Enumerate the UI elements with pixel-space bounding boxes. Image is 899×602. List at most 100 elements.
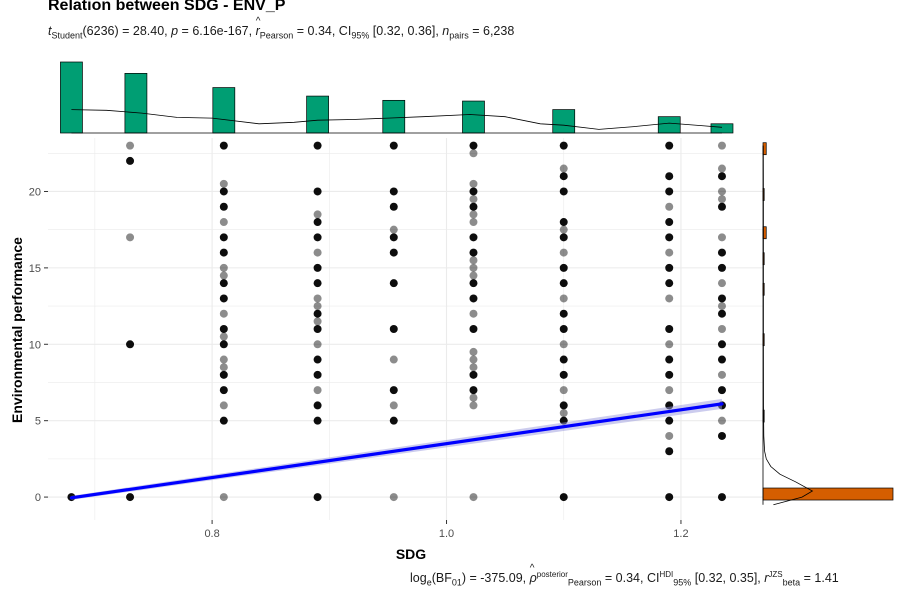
scatter-point bbox=[559, 187, 568, 196]
scatter-point bbox=[219, 416, 228, 425]
scatter-point bbox=[717, 386, 726, 395]
scatter-point bbox=[665, 263, 674, 272]
scatter-point bbox=[389, 202, 398, 211]
scatter-point bbox=[469, 233, 478, 242]
n-rest: = 6,238 bbox=[468, 24, 515, 38]
scatter-point bbox=[219, 309, 228, 318]
scatter-point bbox=[469, 210, 478, 219]
scatter-point bbox=[219, 370, 228, 379]
scatter-point bbox=[559, 355, 568, 364]
scatter-point bbox=[219, 363, 228, 372]
scatter-point bbox=[469, 218, 478, 227]
scatter-point bbox=[219, 401, 228, 410]
scatter-point bbox=[313, 233, 322, 242]
scatter-point bbox=[219, 355, 228, 364]
r-rest: = 0.34, CI bbox=[293, 24, 352, 38]
scatter-point bbox=[313, 309, 322, 318]
scatter-point bbox=[469, 386, 478, 395]
chart-title: Relation between SDG - ENV_P bbox=[48, 0, 286, 14]
scatter-point bbox=[559, 493, 568, 502]
scatter-point bbox=[559, 325, 568, 333]
r-sub: Pearson bbox=[259, 30, 294, 41]
scatter-point bbox=[717, 187, 726, 196]
top-histogram-bar bbox=[60, 61, 83, 134]
rho-sub: Pearson bbox=[567, 577, 602, 588]
scatter-point bbox=[559, 164, 568, 173]
scatter-point bbox=[469, 294, 478, 303]
scatter-point bbox=[313, 340, 322, 349]
scatter-point bbox=[717, 164, 726, 173]
scatter-point bbox=[389, 248, 398, 257]
scatter-point bbox=[313, 355, 322, 364]
scatter-point bbox=[665, 431, 674, 440]
scatter-point bbox=[219, 218, 228, 227]
scatter-point bbox=[665, 340, 674, 349]
scatter-point bbox=[389, 141, 398, 150]
scatter-point bbox=[559, 409, 568, 418]
scatter-point bbox=[559, 172, 568, 181]
scatter-point bbox=[219, 325, 228, 333]
scatter-point bbox=[469, 256, 478, 265]
scatter-point bbox=[665, 202, 674, 211]
scatter-point bbox=[219, 263, 228, 272]
scatter-point bbox=[717, 340, 726, 349]
right-histogram-bar bbox=[762, 487, 894, 501]
scatter-point bbox=[469, 309, 478, 318]
scatter-point bbox=[469, 263, 478, 272]
x-tick-label: 1.0 bbox=[439, 528, 454, 540]
scatter-point bbox=[469, 347, 478, 356]
scatter-point bbox=[469, 187, 478, 196]
bf-text: (BF bbox=[431, 571, 452, 586]
scatter-point bbox=[665, 325, 674, 333]
scatter-point bbox=[717, 248, 726, 257]
scatter-point bbox=[389, 225, 398, 234]
scatter-point bbox=[665, 248, 674, 257]
scatter-point bbox=[313, 302, 322, 311]
scatter-point bbox=[219, 294, 228, 303]
grid-layer bbox=[48, 138, 763, 520]
top-density-curve bbox=[71, 109, 723, 130]
top-histogram-bar bbox=[306, 95, 329, 134]
ci-rest: [0.32, 0.36], bbox=[369, 24, 443, 38]
r-rest: = 1.41 bbox=[800, 571, 839, 586]
scatter-point bbox=[126, 233, 135, 242]
t-label: t bbox=[48, 24, 52, 38]
scatter-point bbox=[559, 279, 568, 288]
scatter-point bbox=[469, 370, 478, 379]
scatter-point bbox=[389, 187, 398, 196]
scatter-point bbox=[126, 156, 135, 165]
scatter-point bbox=[717, 325, 726, 333]
top-histogram-bar bbox=[124, 73, 148, 134]
top-histogram-bar bbox=[212, 87, 236, 134]
p-label: p bbox=[171, 24, 179, 38]
scatter-point bbox=[313, 294, 322, 303]
top-histogram-bar bbox=[462, 100, 485, 134]
scatter-point bbox=[126, 493, 135, 502]
ci-sub: 95% bbox=[673, 577, 692, 588]
scatter-point bbox=[219, 202, 228, 211]
y-tick-label: 5 bbox=[35, 416, 41, 428]
scatter-point bbox=[219, 233, 228, 242]
scatter-point bbox=[313, 325, 322, 333]
scatter-point bbox=[717, 309, 726, 318]
bf-sub: 01 bbox=[451, 577, 462, 588]
scatter-point bbox=[126, 340, 135, 349]
scatter-point bbox=[389, 416, 398, 425]
scatter-point bbox=[665, 447, 674, 456]
scatter-point bbox=[126, 141, 135, 150]
r-sub: beta bbox=[782, 577, 801, 588]
r-label: r bbox=[256, 16, 261, 38]
scatter-point bbox=[717, 195, 726, 204]
scatter-point bbox=[313, 401, 322, 410]
r-label: r bbox=[764, 571, 769, 586]
scatter-point bbox=[717, 431, 726, 440]
axis-layer: 0.8 1.0 1.2 0 5 10 15 20 bbox=[29, 186, 689, 540]
log-sub: e bbox=[426, 577, 432, 588]
scatter-point bbox=[219, 248, 228, 257]
scatter-point bbox=[219, 141, 228, 150]
scatter-point bbox=[469, 271, 478, 280]
scatter-point bbox=[559, 263, 568, 272]
scatter-point bbox=[717, 202, 726, 211]
scatter-point bbox=[313, 317, 322, 326]
ci-rest: [0.32, 0.35], bbox=[691, 571, 765, 586]
